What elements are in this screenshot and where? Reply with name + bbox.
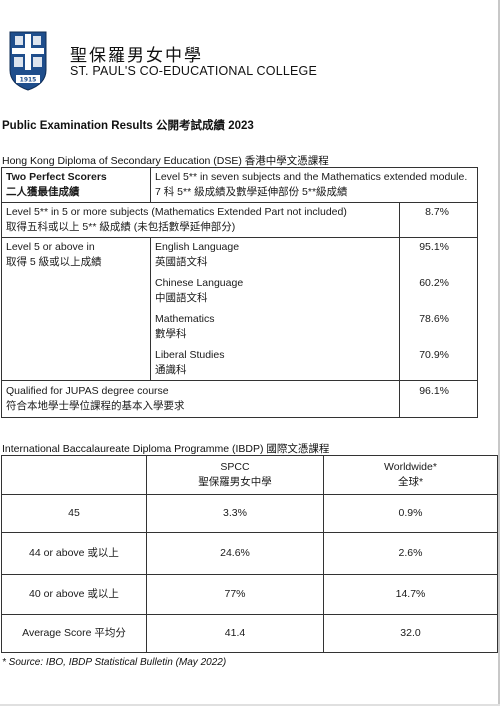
row-label: 40 or above 或以上 <box>1 574 147 615</box>
ib-heading: International Baccalaureate Diploma Prog… <box>2 443 330 455</box>
level5-label-en: Level 5 or above in <box>6 241 95 253</box>
perfect-desc-zh: 7 科 5** 級成績及數學延伸部份 5**級成績 <box>155 186 348 198</box>
world-value: 14.7% <box>323 574 498 615</box>
school-name-en: ST. PAUL'S CO-EDUCATIONAL COLLEGE <box>70 64 318 78</box>
table-row: 40 or above 或以上 77% 14.7% <box>1 574 498 615</box>
jupas-label-zh: 符合本地學士學位課程的基本入學要求 <box>6 400 185 412</box>
subject-en: Liberal Studies <box>155 349 225 361</box>
subject-en: Chinese Language <box>155 277 244 289</box>
subject-value: 60.2% <box>399 270 478 306</box>
table-row: Chinese Language 中國語文科 60.2% <box>2 270 478 306</box>
footnote: * Source: IBO, IBDP Statistical Bulletin… <box>2 657 227 668</box>
world-value: 32.0 <box>323 614 498 653</box>
subject-zh: 通識科 <box>155 364 187 376</box>
school-name-zh: 聖保羅男女中學 <box>70 46 203 66</box>
dse-results-table: Two Perfect Scorers 二人獲最佳成績 Level 5** in… <box>0 167 478 418</box>
col-spcc-en: SPCC <box>220 461 250 473</box>
crest-year: 1915 <box>20 77 37 84</box>
world-value: 0.9% <box>323 494 498 533</box>
subject-value: 95.1% <box>399 237 478 270</box>
spcc-value: 24.6% <box>146 532 324 575</box>
perfect-label-en: Two Perfect Scorers <box>6 171 107 183</box>
subject-en: English Language <box>155 241 240 253</box>
subject-zh: 中國語文科 <box>155 292 208 304</box>
table-row: Level 5 or above in 取得 5 級或以上成績 English … <box>1 237 478 381</box>
table-row: Level 5** in 5 or more subjects (Mathema… <box>0 202 478 238</box>
page-edge-bottom <box>0 704 500 706</box>
table-row: Average Score 平均分 41.4 32.0 <box>1 614 498 653</box>
spcc-value: 77% <box>146 574 324 615</box>
ib-results-table: SPCC 聖保羅男女中學 Worldwide* 全球* 45 3.3% 0.9%… <box>1 455 498 653</box>
jupas-label-en: Qualified for JUPAS degree course <box>6 385 169 397</box>
school-crest-icon: 1915 <box>9 31 47 91</box>
perfect-label-zh: 二人獲最佳成績 <box>6 186 80 198</box>
col-world-en: Worldwide* <box>384 461 437 473</box>
page-edge <box>498 0 500 706</box>
world-value: 2.6% <box>323 532 498 575</box>
subject-zh: 數學科 <box>155 328 187 340</box>
table-row: Liberal Studies 通識科 70.9% <box>2 342 478 381</box>
row-label: 45 <box>1 494 147 533</box>
table-row: Two Perfect Scorers 二人獲最佳成績 Level 5** in… <box>1 167 478 203</box>
col-world-zh: 全球* <box>397 476 424 488</box>
spcc-value: 3.3% <box>146 494 324 533</box>
row-label: Average Score 平均分 <box>1 614 147 653</box>
table-header-row: SPCC 聖保羅男女中學 Worldwide* 全球* <box>1 455 498 495</box>
section-heading: Public Examination Results 公開考試成績 2023 <box>2 120 254 132</box>
five-subjects-value: 8.7% <box>399 202 478 238</box>
table-row: Mathematics 數學科 78.6% <box>2 306 478 342</box>
subject-value: 78.6% <box>399 306 478 342</box>
level5-label-zh: 取得 5 級或以上成績 <box>6 256 102 268</box>
jupas-value: 96.1% <box>399 380 478 418</box>
table-row: 45 3.3% 0.9% <box>1 494 498 533</box>
spcc-value: 41.4 <box>146 614 324 653</box>
table-row: 44 or above 或以上 24.6% 2.6% <box>1 532 498 575</box>
five-subjects-label-en: Level 5** in 5 or more subjects (Mathema… <box>6 206 347 218</box>
five-subjects-label-zh: 取得五科或以上 5** 級成績 (未包括數學延伸部分) <box>6 221 236 233</box>
row-label: 44 or above 或以上 <box>1 532 147 575</box>
subject-value: 70.9% <box>399 342 478 381</box>
col-spcc-zh: 聖保羅男女中學 <box>198 476 272 488</box>
table-row: Qualified for JUPAS degree course 符合本地學士… <box>0 380 478 418</box>
subject-zh: 英國語文科 <box>155 256 208 268</box>
dse-heading: Hong Kong Diploma of Secondary Education… <box>2 155 329 167</box>
perfect-desc-en: Level 5** in seven subjects and the Math… <box>155 171 468 183</box>
subject-en: Mathematics <box>155 313 215 325</box>
